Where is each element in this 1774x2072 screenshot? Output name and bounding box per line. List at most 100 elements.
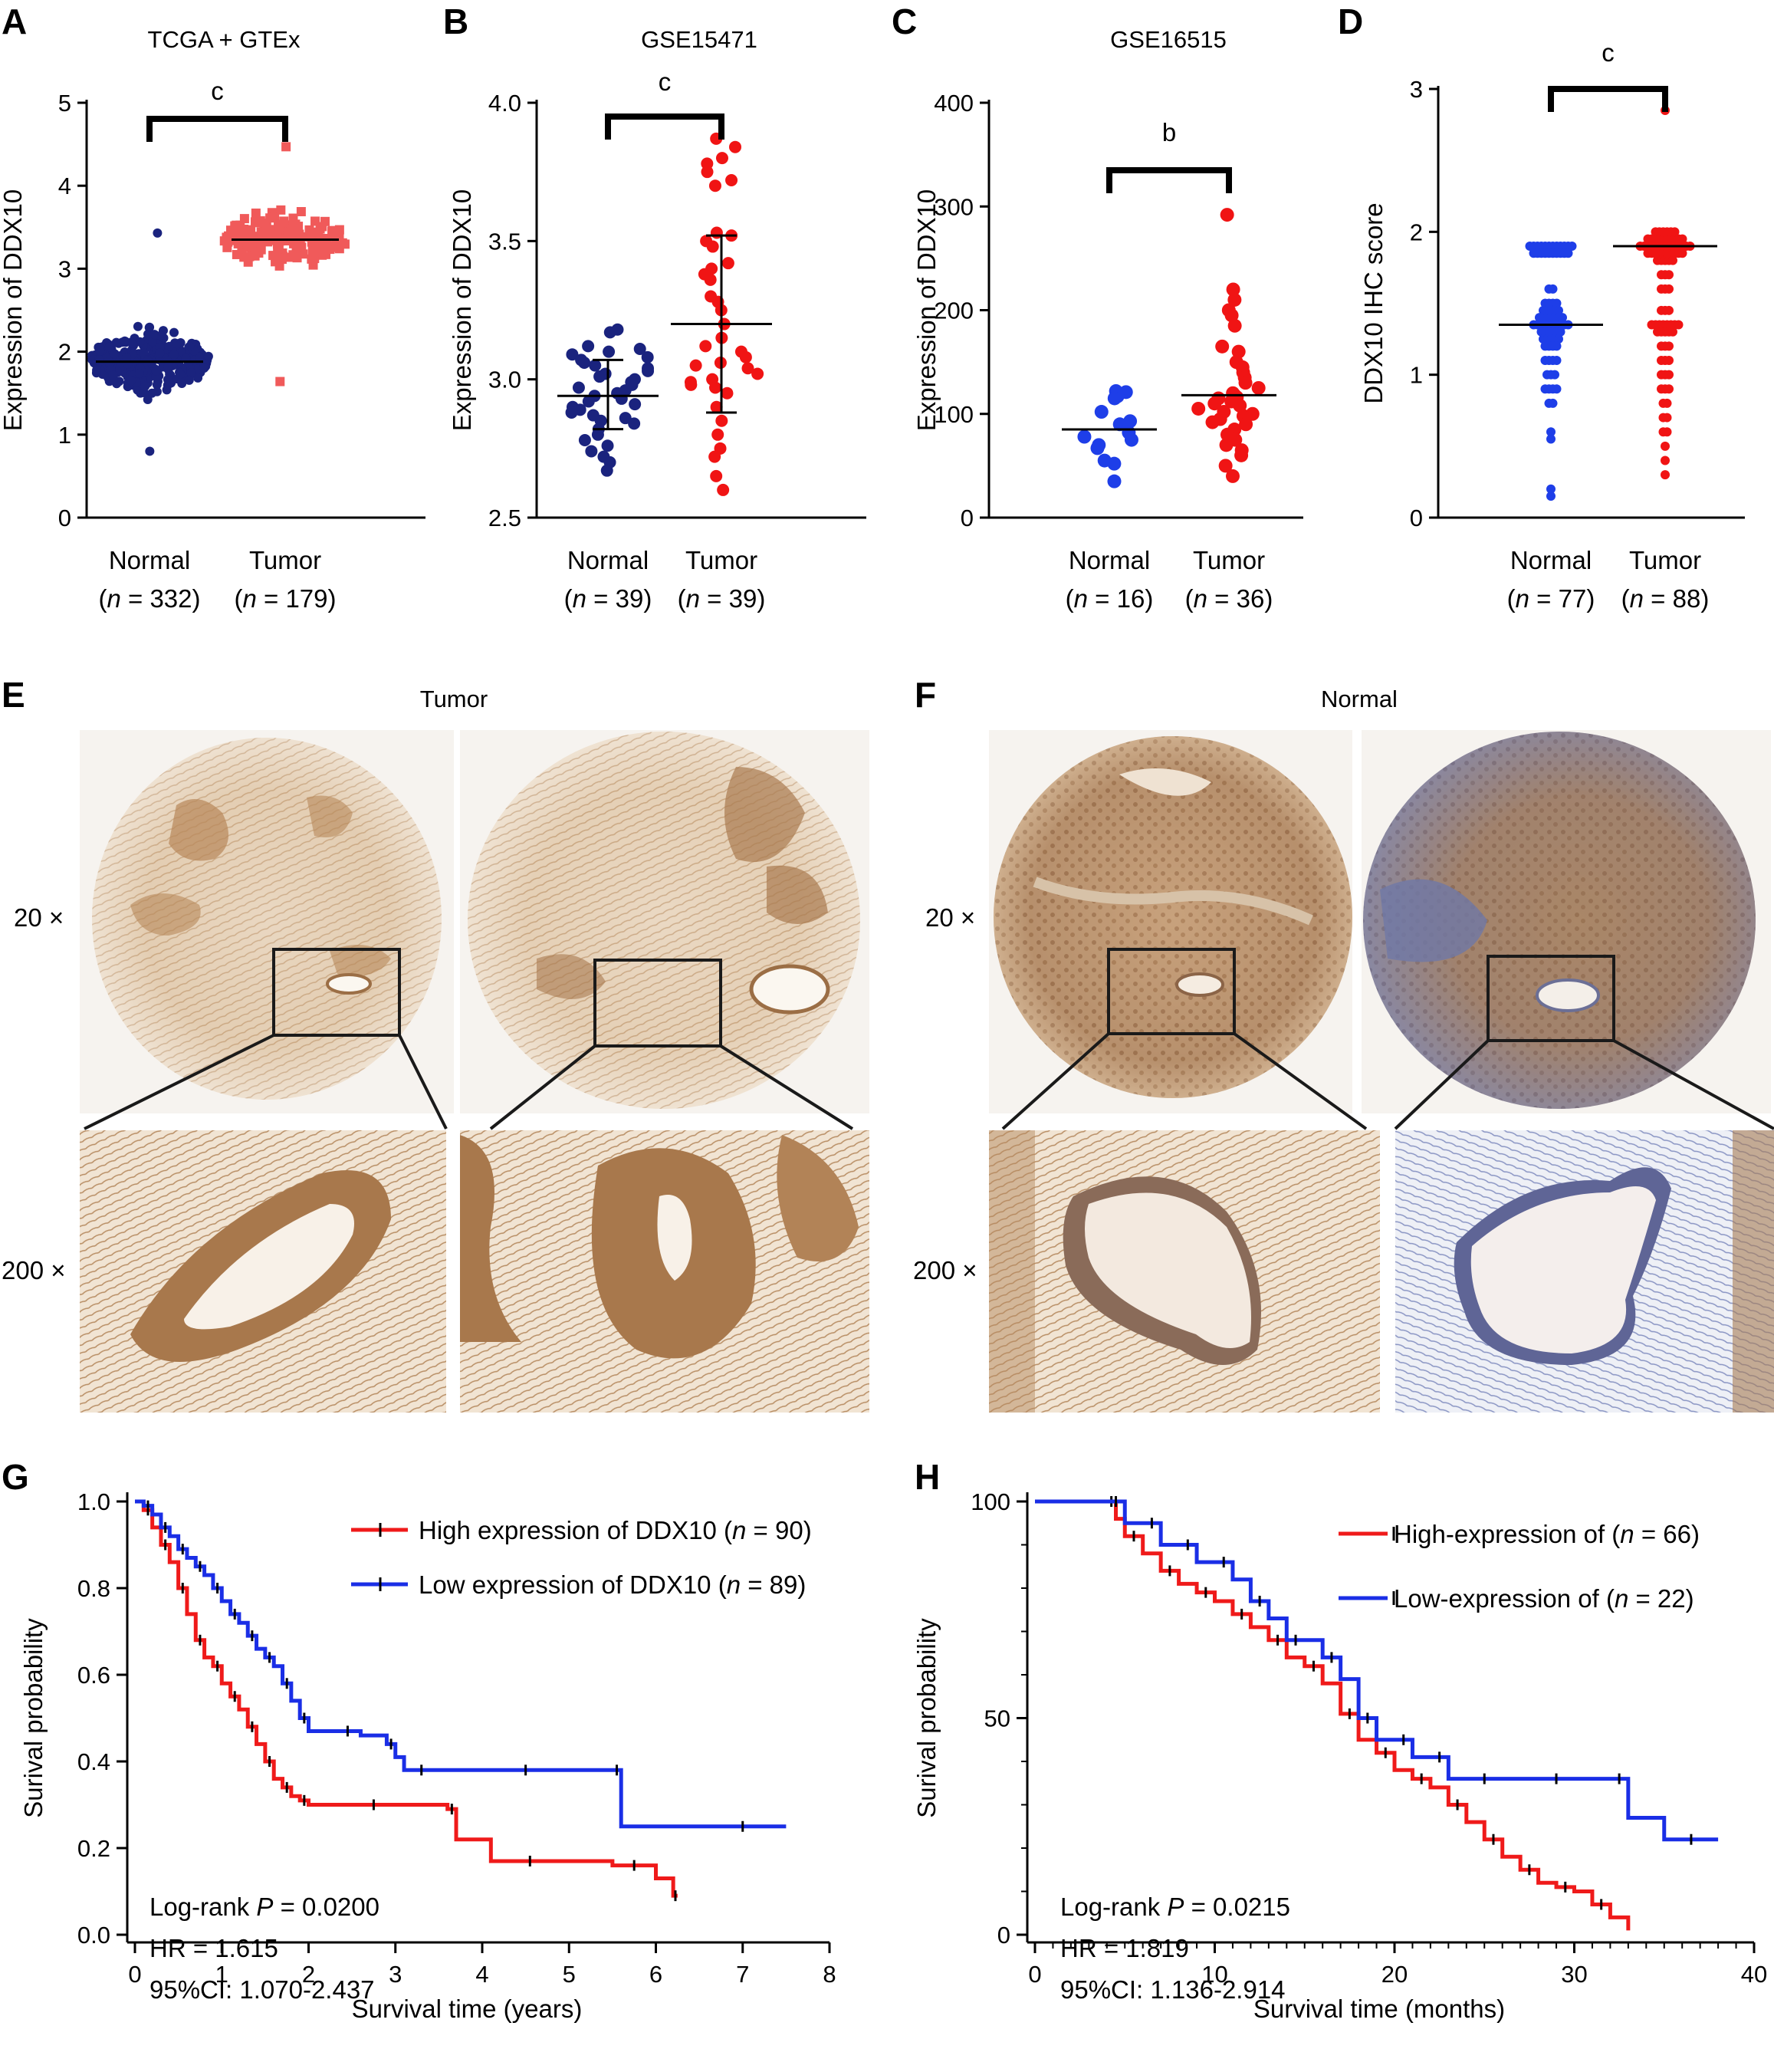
data-point-normal	[95, 346, 105, 356]
significance-label-a: c	[211, 77, 224, 105]
x-tick-label-h: 10	[1201, 1961, 1227, 1988]
km-curve-low-h	[1035, 1499, 1719, 1842]
stat-p-g: Log-rank P = 0.0200	[149, 1893, 379, 1921]
x-category-n-b: (n = 39)	[678, 584, 766, 613]
data-point-tumor	[319, 249, 329, 259]
y-tick-label-g: 0.2	[77, 1835, 110, 1862]
x-tick-label-g: 5	[563, 1961, 576, 1988]
data-point-normal	[601, 439, 614, 452]
y-tick-label-h: 50	[984, 1705, 1010, 1732]
data-point-tumor	[689, 359, 702, 372]
scatter-plot-b: 2.5 3.0 3.5 4.0 Expression of DDX10 Normal (n …	[448, 67, 866, 613]
data-point-normal	[92, 365, 102, 375]
data-point-tumor	[741, 362, 754, 375]
data-point-tumor	[274, 261, 284, 271]
data-point-normal	[1548, 398, 1558, 408]
data-point-tumor	[710, 400, 723, 413]
data-point-normal	[1546, 484, 1556, 494]
data-point-tumor	[296, 207, 306, 217]
data-point-normal	[566, 348, 579, 361]
data-point-tumor	[1227, 318, 1242, 333]
data-point-normal	[199, 363, 209, 373]
magnification-high-e: 200 ×	[2, 1256, 66, 1284]
data-point-tumor	[1664, 284, 1674, 294]
tissue-core-normal-1	[989, 730, 1352, 1113]
data-point-normal	[1554, 305, 1563, 315]
magnification-low-f: 20 ×	[925, 903, 975, 932]
data-point-tumor	[320, 216, 330, 226]
data-point-tumor	[708, 450, 721, 463]
legend-h: High-expression of (n = 66) Low-expressi…	[1060, 1520, 1700, 2004]
data-point-tumor	[710, 469, 723, 482]
data-point-tumor	[1219, 438, 1234, 452]
data-point-normal	[145, 322, 155, 332]
data-point-normal	[589, 359, 602, 372]
data-point-tumor	[1668, 327, 1677, 337]
panel-label-d: D	[1338, 2, 1363, 41]
data-point-normal	[565, 406, 578, 419]
data-point-normal	[1548, 284, 1558, 294]
data-point-tumor	[1664, 305, 1674, 315]
data-point-tumor	[261, 219, 271, 229]
data-point-tumor	[715, 152, 728, 165]
stat-p-h: Log-rank P = 0.0215	[1060, 1893, 1290, 1921]
tissue-core-tumor-1	[80, 730, 454, 1113]
y-tick-label-c: 0	[961, 505, 974, 531]
data-point-tumor	[685, 378, 698, 391]
panel-title-f: Normal	[1321, 686, 1398, 712]
data-point-tumor	[739, 350, 752, 363]
data-point-tumor	[1664, 356, 1674, 366]
x-category-n-d: (n = 77)	[1507, 584, 1595, 613]
km-plot-h: 0 10 20 30 40 0 50 100 Survival time (months) Sur…	[912, 1488, 1767, 2023]
data-point-tumor	[715, 414, 728, 427]
data-point-tumor	[1664, 270, 1674, 280]
data-point-normal	[1077, 429, 1092, 444]
significance-label-c: b	[1162, 118, 1176, 146]
data-point-tumor	[1677, 234, 1687, 244]
y-tick-label-g: 0.8	[77, 1575, 110, 1602]
data-point-normal	[120, 336, 130, 346]
significance-label-b: c	[659, 67, 672, 96]
data-point-tumor	[288, 213, 298, 223]
data-point-tumor	[317, 242, 327, 252]
panel-label-f: F	[915, 675, 936, 715]
data-point-tumor	[1662, 427, 1672, 437]
data-point-tumor	[1661, 441, 1670, 451]
data-point-normal	[629, 398, 642, 411]
y-tick-label-a: 4	[58, 173, 71, 199]
data-point-normal	[155, 348, 165, 358]
stat-hr-g: HR = 1.615	[149, 1934, 278, 1962]
data-point-tumor	[709, 381, 722, 394]
panel-label-b: B	[443, 2, 468, 41]
y-tick-label-d: 2	[1410, 219, 1423, 245]
data-point-tumor	[1224, 308, 1239, 323]
y-tick-label-g: 0.4	[77, 1748, 110, 1775]
data-point-tumor	[1664, 370, 1674, 380]
x-tick-label-g: 0	[128, 1961, 141, 1988]
x-category-label-a: Tumor	[249, 546, 321, 574]
data-point-tumor	[701, 166, 714, 179]
data-point-tumor	[1664, 384, 1674, 394]
data-point-tumor	[706, 240, 719, 253]
data-point-normal	[184, 375, 194, 385]
data-point-normal	[169, 350, 179, 360]
data-point-tumor	[1215, 339, 1230, 354]
x-tick-label-h: 20	[1381, 1961, 1408, 1988]
y-axis-label-h: Surival probability	[912, 1618, 941, 1818]
legend-label-low-g: Low expression of DDX10 (n = 89)	[419, 1570, 806, 1599]
data-point-tumor	[270, 212, 280, 222]
data-point-normal	[1546, 427, 1556, 437]
data-point-normal	[186, 368, 196, 378]
data-point-normal	[1112, 417, 1127, 432]
data-point-normal	[1552, 298, 1562, 308]
significance-bracket-d	[1548, 86, 1668, 112]
panel-title-b: GSE15471	[641, 26, 757, 53]
data-point-normal	[126, 376, 136, 386]
panel-label-a: A	[2, 2, 27, 41]
significance-label-d: c	[1602, 38, 1615, 67]
km-curve-high-g	[135, 1499, 678, 1898]
data-point-tumor	[1677, 248, 1687, 258]
x-category-n-a: (n = 332)	[98, 584, 200, 613]
data-point-tumor	[717, 483, 730, 496]
data-point-tumor	[721, 257, 734, 270]
